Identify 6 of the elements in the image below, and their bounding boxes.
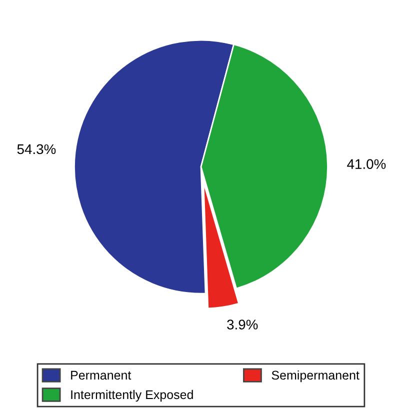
data-label: 54.3% — [17, 144, 56, 154]
legend-label: Permanent — [71, 370, 132, 380]
legend-label: Intermittently Exposed — [71, 390, 193, 402]
data-label: 3.9% — [227, 320, 258, 330]
legend-label: Semipermanent — [272, 370, 360, 382]
data-label: 41.0% — [347, 159, 386, 169]
